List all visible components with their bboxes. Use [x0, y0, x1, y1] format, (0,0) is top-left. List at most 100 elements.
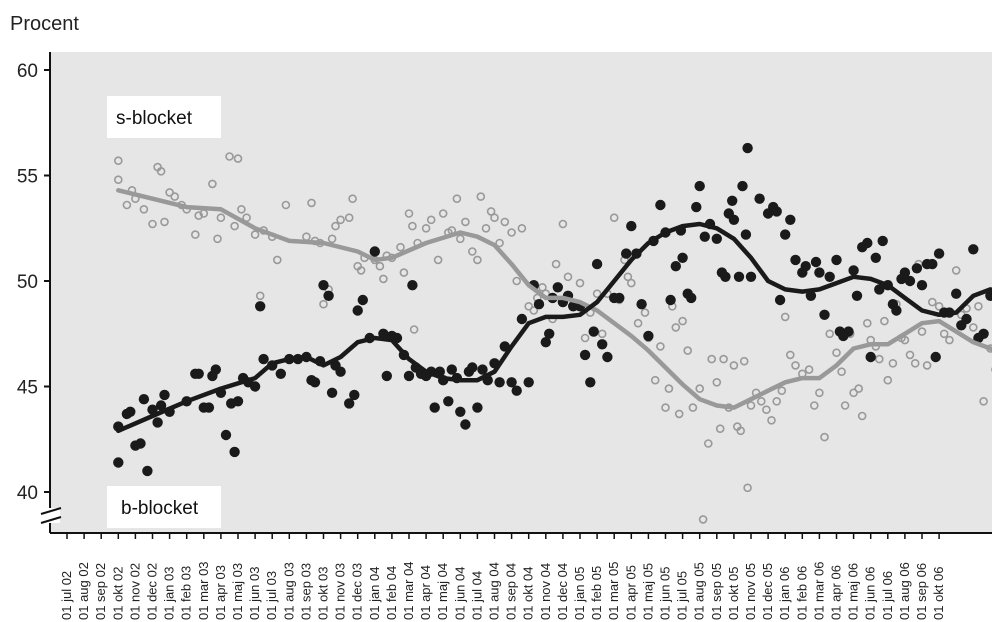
s-blocket-point — [703, 439, 713, 448]
b-blocket-point — [155, 400, 167, 411]
b-blocket-point — [232, 396, 244, 407]
x-tick-label: 01 sep 03 — [298, 563, 313, 620]
s-blocket-point — [609, 213, 619, 222]
s-blocket-point — [551, 259, 561, 269]
s-blocket-point — [255, 291, 265, 301]
x-tick-label: 01 feb 05 — [589, 566, 604, 620]
s-blocket-point — [880, 316, 889, 326]
b-blocket-point — [740, 229, 752, 240]
s-blocket-point — [888, 358, 898, 368]
s-blocket-point — [905, 350, 915, 360]
s-blocket-point — [399, 268, 409, 277]
s-blocket-point — [327, 234, 337, 244]
b-blocket-point — [694, 180, 705, 192]
b-blocket-point — [443, 396, 454, 407]
s-blocket-point — [409, 325, 419, 334]
s-blocket-point — [854, 384, 864, 393]
x-tick-label: 01 maj 04 — [435, 563, 450, 620]
x-tick-label: 01 feb 03 — [179, 566, 194, 620]
y-tick-label: 45 — [17, 378, 38, 399]
x-tick-label: 01 okt 04 — [521, 567, 536, 621]
s-blocket-point — [481, 224, 491, 233]
s-blocket-point — [486, 207, 496, 216]
b-blocket-point — [516, 313, 528, 325]
s-blocket-point — [452, 194, 462, 203]
b-blocket-point — [467, 362, 478, 373]
b-blocket-point — [742, 142, 753, 154]
x-tick-label: 01 aug 05 — [692, 562, 707, 620]
b-blocket-point — [916, 280, 928, 291]
b-blocket-point — [138, 394, 150, 405]
b-blocket-point — [711, 233, 722, 244]
x-axis: 01 jul 02 01 aug 02 01 sep 02 01 okt 02 01 n… — [50, 532, 992, 621]
s-blocket-point — [623, 272, 633, 282]
b-blocket-point — [533, 299, 545, 310]
s-blocket-point — [939, 329, 949, 339]
x-tick-label: 01 jan 04 — [367, 567, 382, 621]
b-blocket-point — [691, 201, 702, 213]
s-blocket-point — [862, 318, 872, 328]
b-blocket-point — [588, 326, 599, 337]
b-blocket-annotation-text: b-blocket — [121, 498, 199, 519]
x-tick-label: 01 jan 05 — [572, 567, 587, 621]
b-blocket-point — [728, 214, 740, 225]
s-blocket-point — [194, 211, 203, 220]
s-blocket-point — [777, 386, 787, 396]
x-tick-label: 01 aug 03 — [281, 562, 296, 620]
s-blocket-point — [348, 194, 357, 203]
x-tick-label: 01 okt 02 — [110, 567, 125, 621]
b-blocket-point — [621, 248, 632, 259]
x-tick-label: 01 feb 04 — [384, 566, 399, 620]
b-blocket-point — [335, 366, 346, 377]
b-blocket-point — [805, 290, 817, 301]
b-blocket-point — [511, 385, 522, 396]
s-blocket-point — [729, 361, 739, 370]
s-blocket-point — [191, 230, 200, 239]
s-blocket-point — [461, 217, 470, 227]
x-tick-label: 01 jan 03 — [162, 567, 177, 621]
b-blocket-point — [785, 214, 796, 225]
s-blocket-trend-line — [116, 188, 992, 410]
s-blocket-point — [597, 329, 607, 339]
b-blocket-point — [540, 337, 551, 348]
s-blocket-point — [815, 388, 824, 398]
b-blocket-point — [203, 402, 215, 413]
x-tick-label: 01 maj 03 — [230, 563, 245, 620]
b-blocket-point — [677, 252, 688, 263]
b-blocket-point — [602, 351, 613, 363]
x-tick-label: 01 apr 06 — [829, 565, 844, 620]
x-tick-label: 01 jun 04 — [452, 567, 467, 621]
s-blocket-point — [688, 403, 698, 412]
s-blocket-point — [719, 354, 728, 364]
b-blocket-point — [523, 377, 534, 388]
s-blocket-point — [743, 483, 752, 493]
s-blocket-point — [122, 200, 132, 210]
b-blocket-point — [831, 254, 842, 266]
b-blocket-point — [643, 330, 654, 342]
s-blocket-point — [791, 361, 800, 370]
s-blocket-point — [974, 301, 983, 311]
x-tick-label: 01 nov 05 — [743, 563, 758, 620]
s-blocket-point — [281, 200, 291, 210]
b-blocket-point — [904, 275, 916, 287]
b-blocket-point — [142, 465, 153, 477]
x-tick-label: 01 jul 06 — [880, 571, 895, 620]
b-blocket-point — [229, 446, 240, 458]
b-blocket-point — [911, 263, 923, 274]
s-blocket-point — [455, 234, 465, 244]
b-blocket-annotation-box — [107, 486, 221, 528]
s-blocket-point — [762, 405, 771, 415]
s-blocket-point — [934, 301, 944, 311]
x-tick-label: 01 sep 05 — [709, 563, 724, 620]
b-blocket-point — [780, 229, 791, 240]
s-blocket-point — [558, 219, 568, 229]
s-blocket-point — [664, 384, 674, 393]
b-blocket-point — [961, 313, 972, 325]
b-blocket-point — [147, 404, 158, 415]
b-blocket-point — [819, 309, 830, 320]
b-blocket-point — [460, 419, 471, 430]
b-blocket-point — [614, 292, 625, 304]
b-blocket-point — [870, 252, 881, 263]
b-blocket-point — [670, 261, 681, 272]
